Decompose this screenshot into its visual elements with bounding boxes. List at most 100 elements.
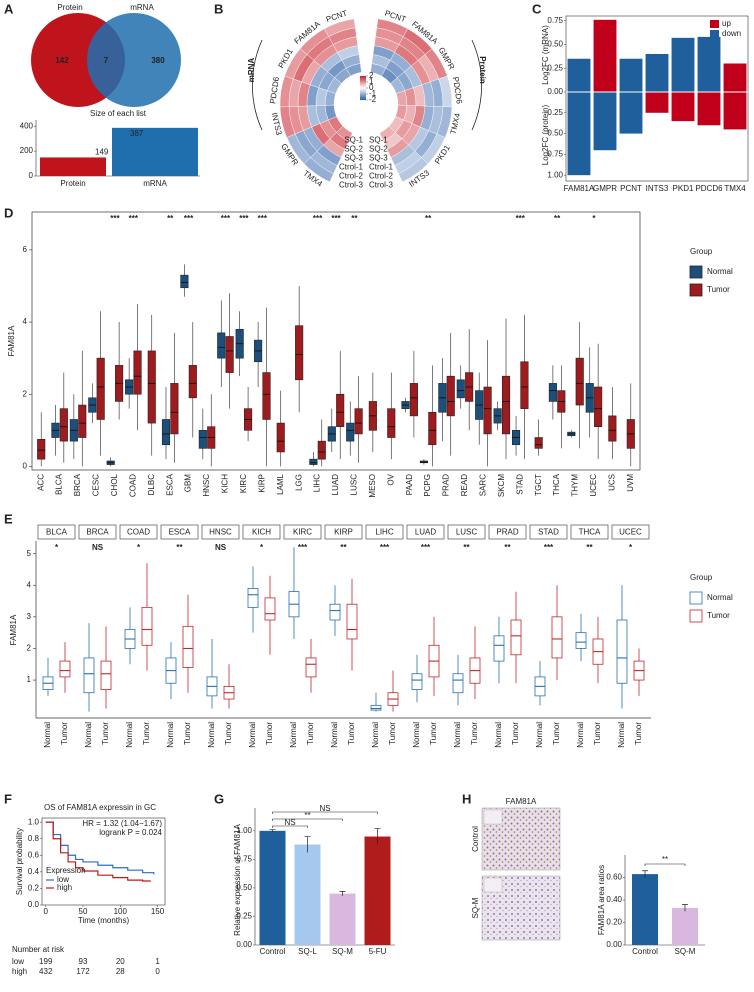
ihc-inset — [483, 877, 503, 893]
legend-swatch — [689, 283, 703, 297]
x-tick-label: Tumor — [593, 722, 602, 745]
x-tick-label: CHOL — [110, 473, 119, 496]
x-tick-label: LAML — [276, 473, 285, 494]
bar — [619, 58, 643, 92]
error-bar — [642, 870, 648, 878]
y-tick-label: 0.25 — [547, 108, 563, 117]
y-tick-label: 0.75 — [547, 149, 563, 158]
box — [59, 408, 68, 442]
venn-count: 380 — [151, 56, 165, 65]
significance: NS — [92, 543, 104, 552]
significance: * — [629, 543, 633, 552]
box — [608, 415, 617, 442]
facet-label: HNSC — [209, 528, 232, 537]
x-tick-label: TGCT — [534, 474, 543, 496]
sample-label: Ctrol-1 — [369, 163, 394, 172]
legend-swatch — [689, 591, 703, 605]
box — [616, 619, 628, 684]
bar — [671, 37, 695, 92]
x-tick-label: 5-FU — [369, 947, 387, 956]
x-tick-label: INTS3 — [646, 184, 669, 193]
x-tick-label: Tumor — [552, 722, 561, 745]
panel-letter: B — [214, 1, 223, 16]
x-tick-label: MESO — [368, 474, 377, 498]
legend-label: down — [722, 29, 741, 38]
sample-label: SQ-3 — [369, 154, 388, 163]
significance: NS — [284, 818, 295, 827]
x-tick-label: Tumor — [101, 722, 110, 745]
risk-title: Number at risk — [12, 945, 65, 954]
x-tick-label: Normal — [494, 722, 503, 748]
x-tick-label: Tumor — [634, 722, 643, 745]
legend-swatch — [689, 609, 703, 623]
box — [247, 588, 259, 608]
x-tick-label: Tumor — [224, 722, 233, 745]
x-tick-label: Tumor — [388, 722, 397, 745]
sample-label: Ctrol-3 — [339, 181, 364, 190]
significance: ** — [340, 543, 347, 552]
y-tick-label: 4 — [27, 580, 32, 589]
box — [501, 375, 511, 435]
sample-label: Ctrol-3 — [369, 181, 394, 190]
venn-set — [87, 13, 181, 107]
side-arc — [252, 39, 263, 131]
risk-count: 20 — [116, 957, 125, 966]
y-axis-label: Relative expression of FAM81A — [233, 824, 242, 936]
facet-label: THCA — [579, 528, 601, 537]
annotation: HR = 1.32 (1.04−1.67) — [82, 819, 162, 828]
risk-row-label: low — [12, 957, 24, 966]
box — [594, 386, 603, 427]
sig-bracket — [272, 825, 308, 828]
legend-label: Tumor — [707, 285, 730, 294]
bar — [40, 157, 106, 176]
box — [510, 619, 522, 656]
y-tick-label: 0 — [29, 171, 34, 180]
significance: * — [55, 543, 59, 552]
significance: *** — [110, 214, 120, 223]
y-tick-label: 0.25 — [547, 63, 563, 72]
bar — [567, 58, 591, 92]
survival-curve — [45, 821, 151, 882]
bar — [645, 92, 669, 113]
x-tick-label: Normal — [43, 722, 52, 748]
sample-label: Ctrol-1 — [339, 163, 364, 172]
venn-count: 7 — [104, 56, 109, 65]
x-tick-label: Normal — [576, 722, 585, 748]
panel-letter: F — [4, 791, 12, 806]
x-tick-label: Normal — [289, 722, 298, 748]
facet-strip — [529, 524, 568, 540]
x-tick-label: Protein — [60, 179, 85, 188]
bar — [697, 92, 721, 126]
y-tick-label: 0.8 — [28, 834, 40, 843]
x-tick-label: THYM — [571, 474, 580, 497]
risk-count: 199 — [39, 957, 53, 966]
x-tick-label: Tumor — [429, 722, 438, 745]
significance: *** — [129, 214, 139, 223]
x-tick-label: FAM81A — [564, 184, 595, 193]
x-tick-label: UCS — [607, 474, 616, 491]
box — [329, 603, 341, 621]
x-tick-label: SQ-L — [298, 947, 317, 956]
box — [336, 393, 345, 427]
x-tick-label: SQ-M — [332, 947, 353, 956]
box — [446, 375, 455, 417]
y-tick-label: 0 — [23, 462, 28, 471]
y-tick-label: 0.50 — [236, 883, 252, 892]
x-tick-label: GMPR — [593, 184, 617, 193]
x-tick-label: Tumor — [470, 722, 479, 745]
box — [147, 350, 156, 424]
plot-frame — [41, 817, 166, 906]
bar — [329, 893, 356, 945]
legend-tick-label: 1 — [369, 77, 374, 86]
box — [370, 704, 382, 711]
x-tick-label: PCNT — [620, 184, 642, 193]
x-tick-label: SKCM — [497, 474, 506, 497]
bar — [619, 92, 643, 134]
y-tick-label: 5 — [27, 549, 32, 558]
facet-strip — [570, 524, 609, 540]
y-tick-label: 400 — [20, 121, 34, 130]
y-axis-label: FAM81A — [9, 614, 18, 645]
risk-count: 0 — [155, 967, 160, 976]
facet-label: COAD — [127, 528, 150, 537]
x-tick-label: HNSC — [202, 474, 211, 497]
